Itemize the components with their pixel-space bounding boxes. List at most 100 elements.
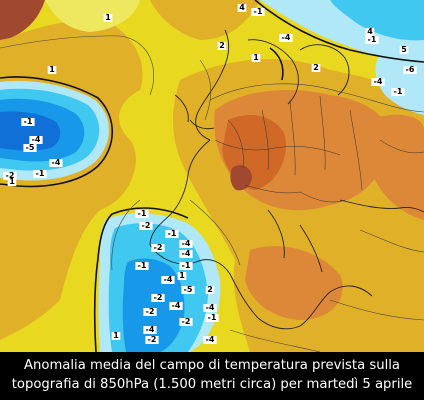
anomaly-contours <box>0 35 424 352</box>
anomaly-zone-deep-blue-atlantic <box>0 111 61 151</box>
anomaly-zone-orange-east <box>364 114 424 220</box>
contour-label: -6 <box>403 65 417 74</box>
svg-text:-1: -1 <box>368 35 377 44</box>
contour-label: -1 <box>165 229 179 238</box>
contour-label: 1 <box>251 53 261 62</box>
svg-text:1: 1 <box>49 65 55 74</box>
svg-text:-1: -1 <box>182 261 191 270</box>
anomaly-zone-gold-north <box>150 0 260 40</box>
contour-label: 1 <box>47 65 57 74</box>
contour-label: -1 <box>391 87 405 96</box>
contour-label: -4 <box>371 77 385 86</box>
contour-label: -1 <box>365 35 379 44</box>
svg-text:-4: -4 <box>32 135 41 144</box>
svg-text:2: 2 <box>313 63 319 72</box>
contour-label: -1 <box>21 117 35 126</box>
svg-text:-4: -4 <box>282 33 291 42</box>
contour-label: -2 <box>139 221 153 230</box>
svg-text:-4: -4 <box>52 158 61 167</box>
anomaly-zone-red-brown-northwest <box>0 0 45 40</box>
caption-line-2: topografia di 850hPa (1.500 metri circa)… <box>11 377 413 392</box>
contour-label: 2 <box>205 285 215 294</box>
contour-label: 2 <box>311 63 321 72</box>
svg-text:-4: -4 <box>146 325 155 334</box>
contour-label: 1 <box>177 271 187 280</box>
contour-label: -1 <box>251 7 265 16</box>
svg-text:-1: -1 <box>138 209 147 218</box>
contour-label: -2 <box>151 293 165 302</box>
svg-text:-1: -1 <box>394 87 403 96</box>
contour-label: -4 <box>203 303 217 312</box>
contour-label: -5 <box>23 143 37 152</box>
contour-label: -2 <box>3 171 17 180</box>
contour-label: -4 <box>279 33 293 42</box>
svg-text:-5: -5 <box>26 143 35 152</box>
svg-text:4: 4 <box>367 27 373 36</box>
coastlines <box>149 29 424 330</box>
svg-text:-2: -2 <box>6 171 15 180</box>
svg-text:-2: -2 <box>146 307 155 316</box>
anomaly-zone-blue-north <box>330 0 424 41</box>
svg-text:-4: -4 <box>206 303 215 312</box>
svg-text:1: 1 <box>253 53 259 62</box>
contour-label: -1 <box>135 209 149 218</box>
zero-anomaly-contours <box>0 0 424 352</box>
svg-text:2: 2 <box>207 285 213 294</box>
contour-label: -4 <box>49 158 63 167</box>
map-caption: Anomalia media del campo di temperatura … <box>0 352 424 400</box>
contour-label: 1 <box>111 331 121 340</box>
contour-label: -4 <box>169 301 183 310</box>
svg-text:-2: -2 <box>154 243 163 252</box>
svg-text:-1: -1 <box>254 7 263 16</box>
svg-text:-2: -2 <box>182 317 191 326</box>
svg-text:-2: -2 <box>142 221 151 230</box>
svg-text:-1: -1 <box>168 229 177 238</box>
svg-text:-5: -5 <box>184 285 193 294</box>
country-borders <box>214 95 424 203</box>
svg-text:2: 2 <box>219 41 225 50</box>
svg-text:-4: -4 <box>206 335 215 344</box>
svg-text:-6: -6 <box>406 65 415 74</box>
contour-label: -2 <box>151 243 165 252</box>
contour-label: -4 <box>29 135 43 144</box>
svg-text:1: 1 <box>113 331 119 340</box>
svg-text:-1: -1 <box>36 169 45 178</box>
contour-label: 1 <box>7 177 17 186</box>
contour-label: -2 <box>145 335 159 344</box>
contour-label: -4 <box>203 335 217 344</box>
temperature-anomaly-map: 11-1-4-2-5-4-11-1-4 -1-6-4-1142-1-2-1-4-2… <box>0 0 424 352</box>
svg-text:1: 1 <box>9 177 15 186</box>
svg-text:1: 1 <box>179 271 185 280</box>
svg-text:-4: -4 <box>164 275 173 284</box>
contour-label: 2 <box>217 41 227 50</box>
svg-text:-4: -4 <box>182 249 191 258</box>
anomaly-zone-orange-south <box>245 246 343 320</box>
contour-labels: 11-1-4-2-5-4-11-1-4 -1-6-4-1142-1-2-1-4-2… <box>3 3 417 344</box>
contour-label: 4 <box>365 27 375 36</box>
contour-label: -1 <box>205 313 219 322</box>
svg-text:-4: -4 <box>374 77 383 86</box>
contour-label: -1 <box>33 169 47 178</box>
contour-label: 5 <box>399 45 409 54</box>
contour-label: -2 <box>143 307 157 316</box>
contour-label: 4 <box>237 3 247 12</box>
contour-label: -2 <box>179 317 193 326</box>
svg-text:-1: -1 <box>24 117 33 126</box>
svg-text:1: 1 <box>105 13 111 22</box>
anomaly-zone-pale-north <box>45 0 140 32</box>
contour-label: -4 <box>161 275 175 284</box>
svg-text:-1: -1 <box>208 313 217 322</box>
contour-label: -4 <box>179 249 193 258</box>
svg-text:-4: -4 <box>182 239 191 248</box>
contour-label: 1 <box>103 13 113 22</box>
anomaly-zone-red-brown-alps <box>230 165 252 191</box>
contour-label: -4 <box>179 239 193 248</box>
svg-text:-2: -2 <box>148 335 157 344</box>
contour-label: -1 <box>179 261 193 270</box>
svg-text:-4: -4 <box>172 301 181 310</box>
svg-text:5: 5 <box>401 45 407 54</box>
contour-label: -5 <box>181 285 195 294</box>
svg-text:-1: -1 <box>138 261 147 270</box>
contour-label: -4 <box>143 325 157 334</box>
